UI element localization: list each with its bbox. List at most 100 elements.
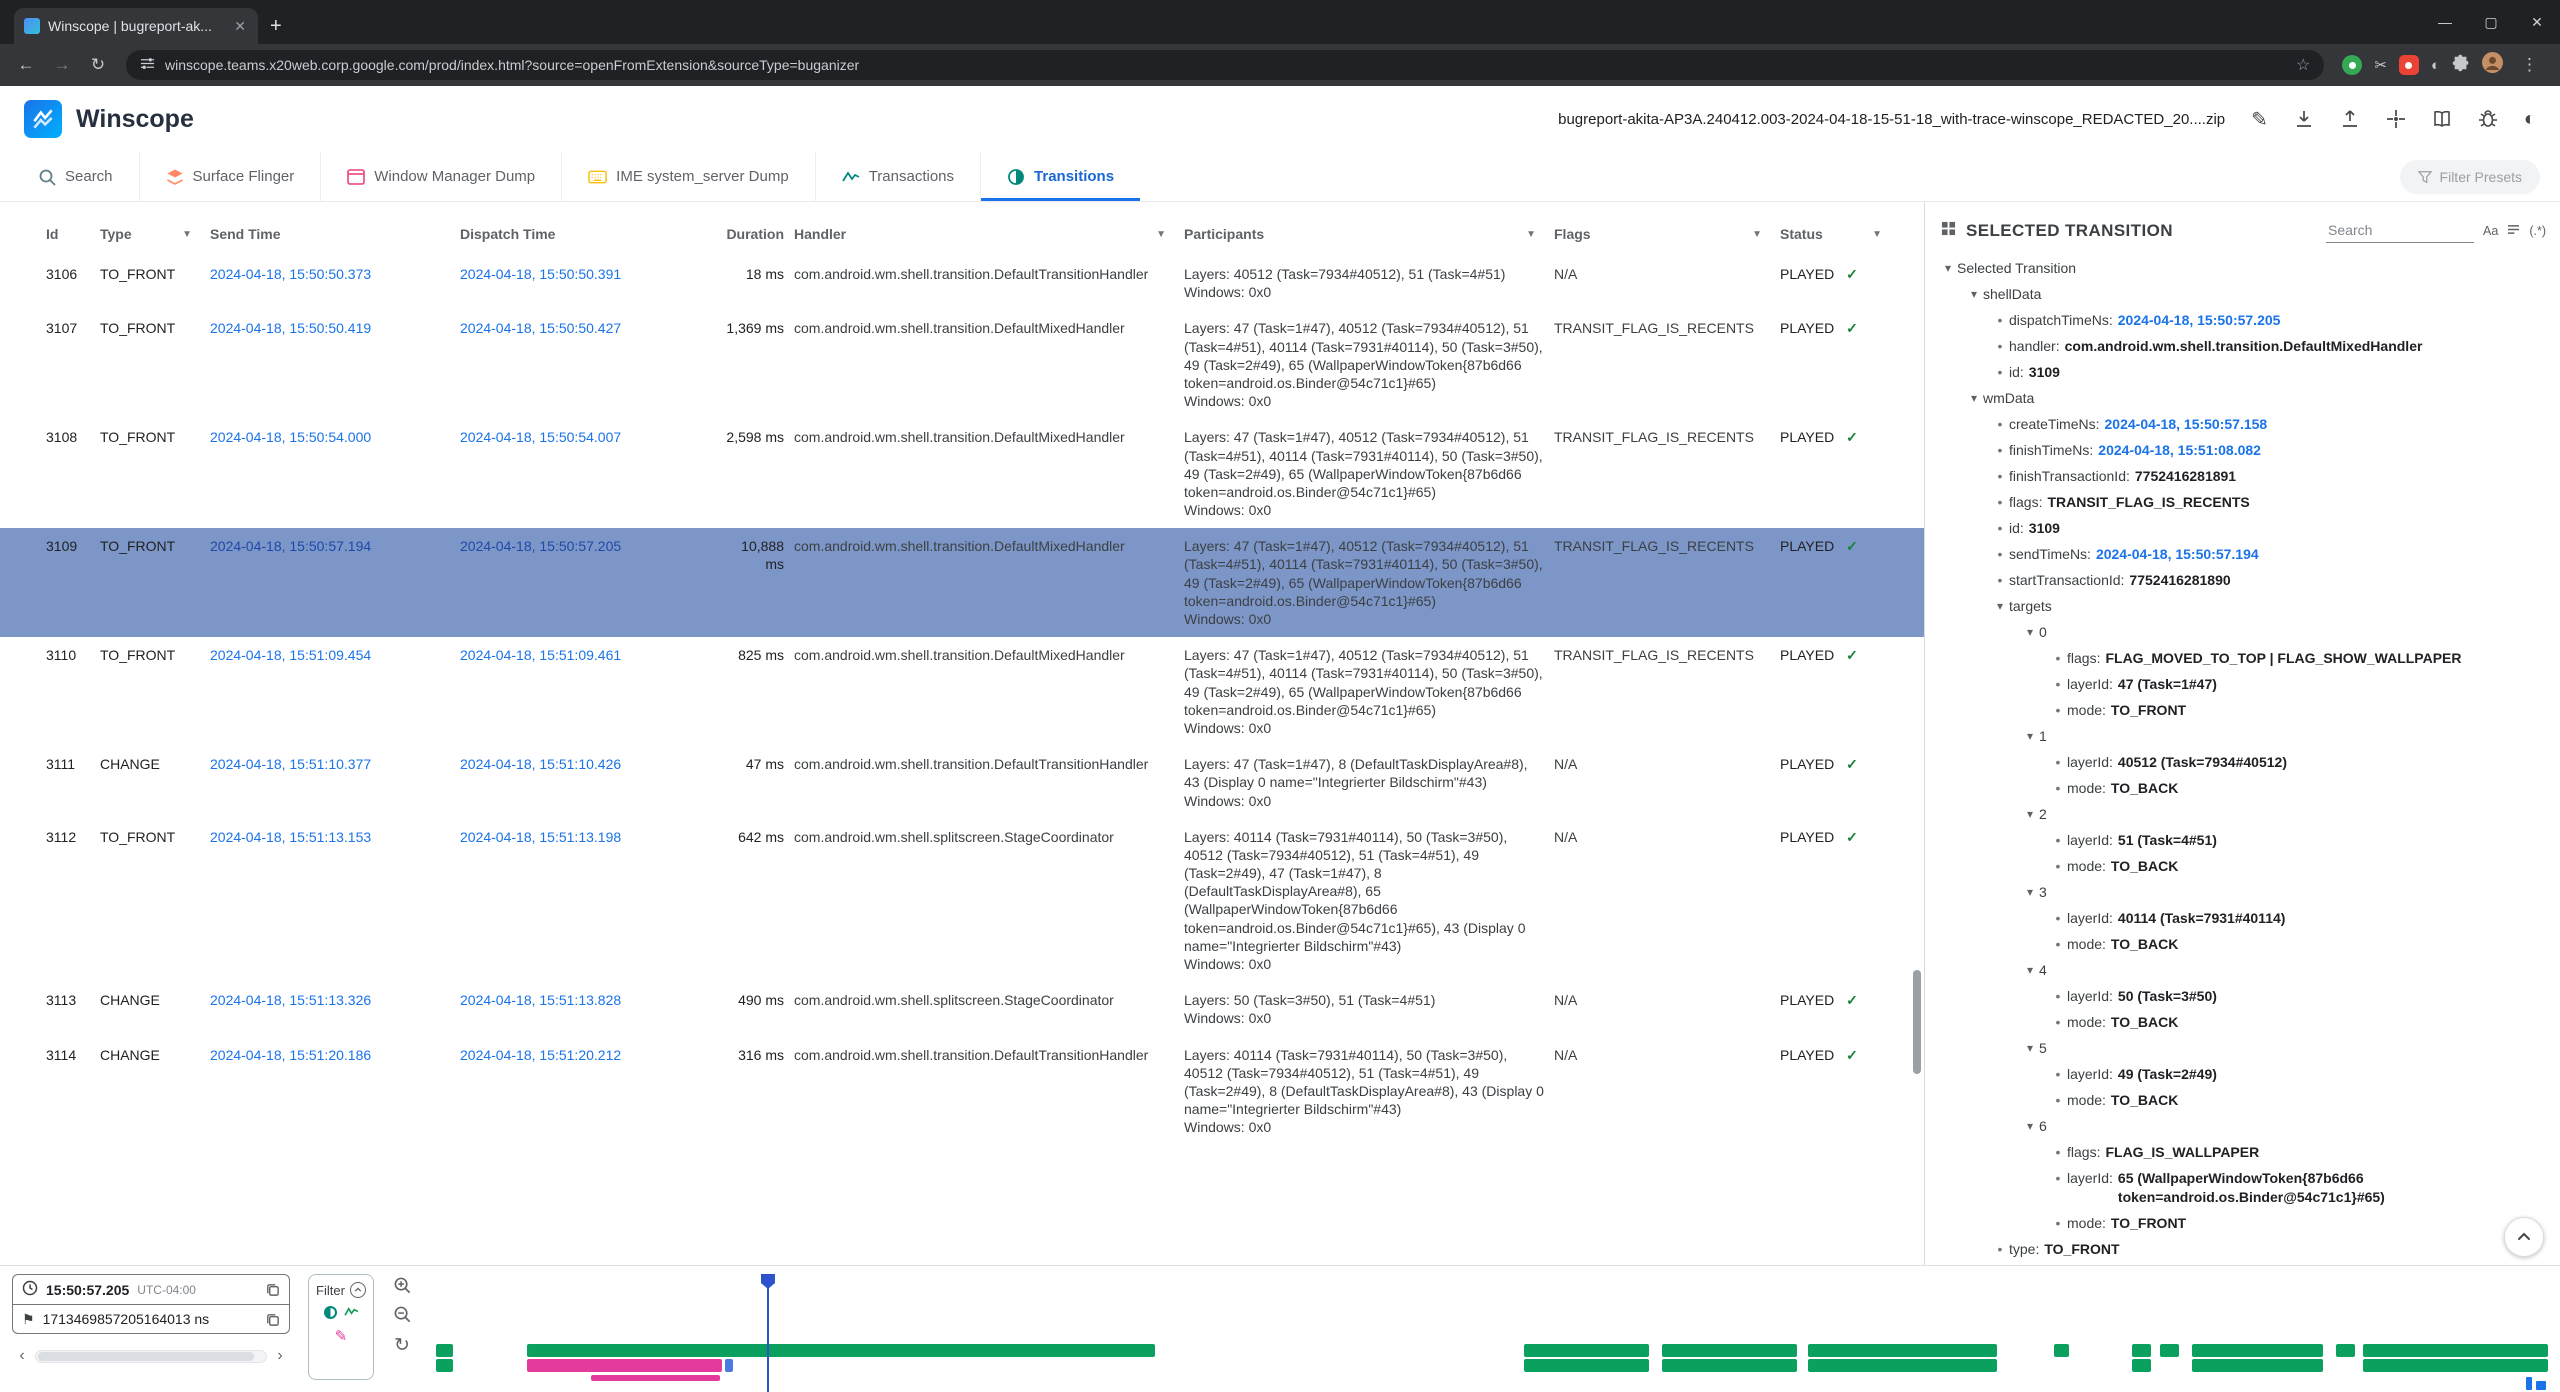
minimize-icon[interactable]: — [2438, 14, 2452, 30]
cell-send-time[interactable]: 2024-04-18, 15:50:50.373 [210, 266, 372, 282]
tree-node-marker[interactable]: • [2055, 935, 2061, 952]
scroll-to-top-button[interactable] [2504, 1217, 2544, 1257]
table-row[interactable]: 3111 CHANGE 2024-04-18, 15:51:10.377 202… [0, 746, 1924, 819]
upload-icon[interactable] [2340, 109, 2360, 129]
tree-node[interactable]: • createTimeNs: 2024-04-18, 15:50:57.158 [1933, 411, 2550, 437]
col-handler[interactable]: Handler ▼ [794, 226, 1174, 242]
regex-icon[interactable]: (.*) [2529, 223, 2546, 238]
tree-node-marker[interactable]: • [2055, 909, 2061, 926]
filter-dropdown-icon[interactable]: ▼ [1872, 228, 1882, 240]
filter-presets-button[interactable]: Filter Presets [2399, 159, 2540, 194]
tree-node-marker[interactable]: ▾ [2026, 962, 2034, 977]
col-flags[interactable]: Flags ▼ [1554, 226, 1770, 242]
tab-search[interactable]: Search [12, 152, 139, 201]
transactions-trace-icon[interactable] [343, 1305, 359, 1320]
tree-node[interactable]: • mode: TO_BACK [1933, 775, 2550, 801]
tree-node[interactable]: • finishTransactionId: 7752416281891 [1933, 463, 2550, 489]
tree-node[interactable]: • mode: TO_FRONT [1933, 697, 2550, 723]
scroll-left-icon[interactable]: ‹ [19, 1347, 25, 1364]
table-row[interactable]: 3113 CHANGE 2024-04-18, 15:51:13.326 202… [0, 982, 1924, 1036]
cell-dispatch-time[interactable]: 2024-04-18, 15:51:09.461 [460, 647, 622, 664]
tree-node[interactable]: ▾ Selected Transition [1933, 255, 2550, 281]
col-participants[interactable]: Participants ▼ [1184, 226, 1544, 242]
protolog-trace-icon[interactable]: ✎ [334, 1328, 348, 1345]
filter-dropdown-icon[interactable]: ▼ [1156, 228, 1166, 240]
cell-dispatch-time[interactable]: 2024-04-18, 15:50:50.391 [460, 266, 622, 282]
timeline-segment[interactable] [1807, 1359, 1997, 1372]
tree-node-marker[interactable]: ▾ [2026, 624, 2034, 639]
tree-node-marker[interactable]: • [1997, 441, 2003, 458]
tree-node[interactable]: • id: 3109 [1933, 515, 2550, 541]
table-row[interactable]: 3107 TO_FRONT 2024-04-18, 15:50:50.419 2… [0, 310, 1924, 419]
timeline-segment[interactable] [724, 1359, 734, 1372]
tree-node[interactable]: • mode: TO_BACK [1933, 1087, 2550, 1113]
tree-node[interactable]: • mode: TO_BACK [1933, 1009, 2550, 1035]
tree-node[interactable]: ▾ wmData [1933, 385, 2550, 411]
tree-node[interactable]: • layerId: 49 (Task=2#49) [1933, 1061, 2550, 1087]
zoom-out-icon[interactable] [393, 1305, 412, 1324]
col-type[interactable]: Type ▼ [100, 226, 200, 242]
tree-node[interactable]: ▾ targets [1933, 593, 2550, 619]
zoom-in-icon[interactable] [393, 1276, 412, 1295]
marker-icon[interactable] [2526, 1377, 2532, 1390]
timeline-segment[interactable] [1523, 1344, 1649, 1357]
tree-node-marker[interactable]: ▾ [1944, 260, 1952, 275]
tree-node-marker[interactable]: • [1997, 415, 2003, 432]
tree-node[interactable]: • startTransactionId: 7752416281890 [1933, 567, 2550, 593]
tree-node[interactable]: • flags: FLAG_IS_WALLPAPER [1933, 1139, 2550, 1165]
bookmark-star-icon[interactable]: ☆ [2296, 57, 2311, 74]
tree-node-marker[interactable]: • [1997, 545, 2003, 562]
table-scrollbar-thumb[interactable] [1913, 970, 1921, 1074]
tree-node-marker[interactable]: • [2055, 857, 2061, 874]
tree-node[interactable]: ▾ 1 [1933, 723, 2550, 749]
tree-node-marker[interactable]: • [2055, 753, 2061, 770]
timeline-segment[interactable] [2132, 1359, 2152, 1372]
tree-node[interactable]: ▾ 3 [1933, 879, 2550, 905]
timeline-segment[interactable] [2191, 1359, 2324, 1372]
tab-close-icon[interactable]: ✕ [234, 17, 246, 34]
col-id[interactable]: Id [46, 226, 59, 242]
tree-node-marker[interactable]: • [1997, 519, 2003, 536]
filter-dropdown-icon[interactable]: ▼ [1752, 228, 1762, 240]
site-settings-icon[interactable] [140, 56, 155, 74]
scrollbar-track[interactable] [35, 1349, 267, 1363]
copy-icon[interactable] [265, 1312, 280, 1327]
tree-node-marker[interactable]: • [1997, 311, 2003, 328]
tree-node[interactable]: • layerId: 50 (Task=3#50) [1933, 983, 2550, 1009]
timeline-segment[interactable] [1523, 1359, 1649, 1372]
copy-icon[interactable] [265, 1282, 280, 1297]
cell-send-time[interactable]: 2024-04-18, 15:51:13.153 [210, 828, 372, 845]
tree-node-marker[interactable]: • [2055, 779, 2061, 796]
tree-node-marker[interactable]: • [1997, 493, 2003, 510]
timeline-segment[interactable] [1807, 1344, 1997, 1357]
timeline-segment[interactable] [2159, 1344, 2179, 1357]
bug-report-icon[interactable] [2478, 109, 2498, 129]
tab-surface-flinger[interactable]: Surface Flinger [138, 152, 321, 201]
tree-node[interactable]: ▾ 6 [1933, 1113, 2550, 1139]
tree-node-marker[interactable]: ▾ [2026, 728, 2034, 743]
dark-mode-icon[interactable]: ◐ [2523, 107, 2536, 130]
timeline-marker-icons[interactable] [2526, 1377, 2546, 1390]
timeline-segment[interactable] [436, 1359, 454, 1372]
filter-dropdown-icon[interactable]: ▼ [182, 228, 192, 240]
bars-icon[interactable] [2507, 224, 2520, 238]
transition-trace-icon[interactable] [323, 1306, 337, 1319]
close-icon[interactable]: ✕ [2531, 13, 2543, 30]
browser-menu-icon[interactable]: ⋮ [2521, 55, 2538, 74]
profile-avatar[interactable] [2482, 52, 2503, 78]
cell-dispatch-time[interactable]: 2024-04-18, 15:51:20.212 [460, 1046, 622, 1063]
tree-node-marker[interactable]: • [2055, 1169, 2061, 1186]
cell-dispatch-time[interactable]: 2024-04-18, 15:51:13.198 [460, 828, 622, 845]
timeline-segment[interactable] [2191, 1344, 2324, 1357]
filter-dropdown-icon[interactable]: ▼ [1526, 228, 1536, 240]
tree-node[interactable]: • layerId: 47 (Task=1#47) [1933, 671, 2550, 697]
tree-node[interactable]: • mode: TO_FRONT [1933, 1210, 2550, 1236]
tree-node[interactable]: • layerId: 65 (WallpaperWindowToken{87b6… [1933, 1165, 2550, 1210]
tree-node-marker[interactable]: • [2055, 1091, 2061, 1108]
tree-node[interactable]: ▾ shellData [1933, 281, 2550, 307]
marker-icon[interactable] [2536, 1381, 2546, 1390]
tree-node-marker[interactable]: • [2055, 701, 2061, 718]
tree-node-marker[interactable]: ▾ [2026, 1118, 2034, 1133]
tree-node-marker[interactable]: • [1997, 1240, 2003, 1257]
tab-window-manager-dump[interactable]: Window Manager Dump [320, 152, 561, 201]
